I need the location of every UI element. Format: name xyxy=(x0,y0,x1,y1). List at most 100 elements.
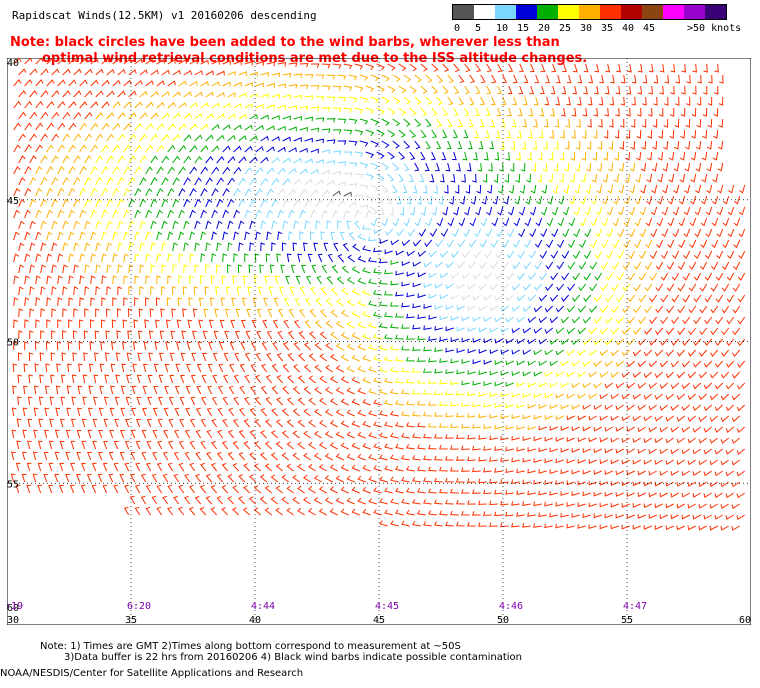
wind-barb xyxy=(401,389,410,395)
wind-barb xyxy=(161,242,167,252)
wind-barb xyxy=(594,63,600,73)
wind-barb xyxy=(335,431,344,439)
wind-barb xyxy=(38,418,44,428)
wind-barb xyxy=(90,101,99,109)
wind-barb xyxy=(162,451,169,461)
wind-barb xyxy=(34,363,40,373)
wind-barb xyxy=(223,374,229,384)
wind-barb xyxy=(205,496,213,505)
wind-barb xyxy=(689,195,697,205)
wind-barb xyxy=(665,437,674,444)
wind-barb xyxy=(123,253,129,263)
wind-barb xyxy=(308,397,316,406)
wind-barb xyxy=(610,481,619,486)
wind-barb xyxy=(200,209,207,219)
wind-barb xyxy=(62,155,70,164)
wind-barb xyxy=(222,396,229,406)
wind-barb xyxy=(394,313,404,318)
wind-barb xyxy=(527,490,536,496)
wind-barb xyxy=(445,261,455,269)
wind-barb xyxy=(571,382,580,389)
wind-barb xyxy=(577,74,583,84)
wind-barb xyxy=(538,294,548,302)
wind-barb xyxy=(712,173,719,183)
wind-barb xyxy=(101,253,107,263)
wind-barb xyxy=(403,118,411,127)
wind-barb xyxy=(59,440,65,450)
wind-barb xyxy=(450,337,459,343)
wind-barb xyxy=(475,63,482,73)
wind-barb xyxy=(417,488,426,494)
wind-barb xyxy=(461,380,470,386)
wind-barb xyxy=(390,367,399,373)
wind-barb xyxy=(199,275,205,285)
wind-barb xyxy=(450,467,459,472)
wind-barb xyxy=(540,228,548,238)
wind-barb xyxy=(733,217,741,227)
wind-barb xyxy=(12,363,18,373)
wind-barb xyxy=(478,456,487,462)
wind-barb xyxy=(699,283,708,292)
wind-barb xyxy=(178,166,186,175)
wind-barb xyxy=(494,424,503,430)
wind-barb xyxy=(200,253,206,263)
wind-barb xyxy=(354,63,364,70)
wind-barb xyxy=(152,429,158,439)
wind-barb xyxy=(714,470,723,477)
wind-barb xyxy=(687,349,697,357)
wind-barb xyxy=(68,209,75,219)
wind-barb xyxy=(619,140,625,150)
wind-barb xyxy=(439,294,448,300)
wind-barb xyxy=(545,74,550,84)
wind-barb xyxy=(376,107,385,115)
wind-barb xyxy=(266,146,275,153)
wind-barb xyxy=(62,198,70,208)
wind-barb xyxy=(216,451,224,461)
wind-barb xyxy=(692,360,702,368)
wind-barb xyxy=(277,83,287,89)
wind-barb xyxy=(698,481,707,488)
wind-barb xyxy=(282,136,291,142)
wind-barb xyxy=(165,319,171,329)
wind-barb xyxy=(500,140,505,150)
wind-barb xyxy=(517,250,526,259)
wind-barb xyxy=(112,122,121,131)
wind-barb xyxy=(233,166,242,175)
wind-barb xyxy=(22,429,27,439)
wind-barb xyxy=(648,404,657,411)
wind-barb xyxy=(310,85,320,90)
wind-barb xyxy=(88,385,94,395)
wind-barb xyxy=(233,103,242,109)
wind-barb xyxy=(325,364,333,373)
wind-barb xyxy=(447,217,455,227)
wind-barb xyxy=(332,129,342,134)
wind-barb xyxy=(670,426,679,433)
wind-barb xyxy=(505,511,514,517)
wind-barb xyxy=(132,341,138,351)
wind-barb xyxy=(255,146,264,153)
wind-barb xyxy=(401,432,410,439)
wind-barb xyxy=(194,198,202,208)
wind-barb xyxy=(417,444,426,450)
wind-barb xyxy=(343,107,353,113)
wind-barb xyxy=(538,129,544,139)
wind-barb xyxy=(266,104,275,110)
wind-barb xyxy=(588,480,597,486)
wind-barb xyxy=(497,85,502,95)
wind-barb xyxy=(174,407,180,417)
wind-barb xyxy=(135,418,141,428)
wind-barb xyxy=(378,279,388,285)
wind-barb xyxy=(505,151,510,161)
wind-barb xyxy=(304,178,313,186)
wind-barb xyxy=(68,144,76,153)
wind-barb xyxy=(639,206,647,216)
wind-barb xyxy=(604,448,613,454)
wind-barb xyxy=(255,167,264,175)
wind-barb xyxy=(538,338,547,345)
wind-barb xyxy=(87,451,92,461)
wind-barb xyxy=(228,385,235,395)
wind-barb xyxy=(362,289,371,296)
wind-barb xyxy=(200,231,207,241)
wind-barb xyxy=(172,242,178,252)
wind-barb xyxy=(505,468,514,474)
